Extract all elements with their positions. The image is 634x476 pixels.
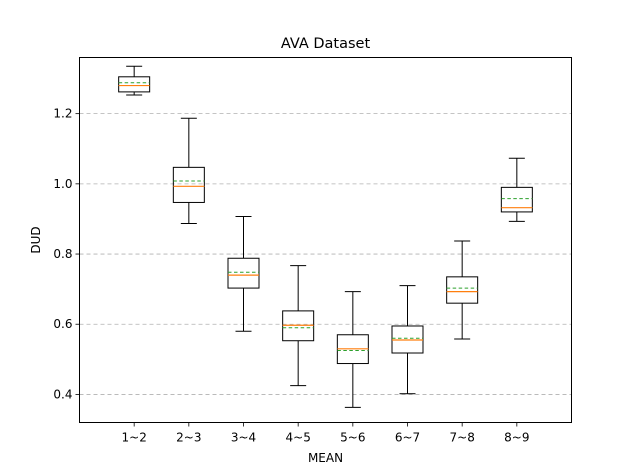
iqr-box: [118, 76, 151, 93]
y-tick-label: 0.4: [53, 387, 72, 401]
x-tick-label: 3~4: [231, 431, 256, 445]
x-tick-label: 7~8: [450, 431, 475, 445]
iqr-box: [500, 186, 533, 213]
box-4~5: [282, 265, 315, 387]
x-tick-label: 8~9: [504, 431, 529, 445]
box-2~3: [172, 117, 205, 225]
box-1~2: [118, 65, 151, 96]
y-tick-label: 0.8: [53, 247, 72, 261]
x-tick-label: 5~6: [340, 431, 365, 445]
box-7~8: [446, 240, 479, 340]
box-6~7: [391, 285, 424, 395]
plot-frame: [79, 57, 572, 423]
grid-lines: [79, 113, 572, 395]
x-tick-label: 2~3: [176, 431, 201, 445]
x-tick-label: 1~2: [122, 431, 147, 445]
box-series: [118, 65, 533, 408]
y-tick-label: 0.6: [53, 317, 72, 331]
x-tick-label: 6~7: [395, 431, 420, 445]
box-5~6: [336, 291, 369, 408]
iqr-box: [227, 257, 260, 289]
x-axis-label: MEAN: [308, 451, 343, 465]
x-tick-label: 4~5: [286, 431, 311, 445]
box-3~4: [227, 215, 260, 332]
y-tick-label: 1.0: [53, 177, 72, 191]
y-axis: 0.4 0.6 0.8 1.0 1.2: [53, 107, 80, 401]
x-axis: 1~2 2~3 3~4 4~5 5~6 6~7 7~8 8~9: [122, 422, 529, 445]
chart-title: AVA Dataset: [281, 36, 371, 52]
y-tick-label: 1.2: [53, 107, 72, 121]
box-8~9: [500, 157, 533, 222]
iqr-box: [172, 166, 205, 203]
iqr-box: [446, 276, 479, 304]
y-axis-label: DUD: [29, 226, 43, 253]
